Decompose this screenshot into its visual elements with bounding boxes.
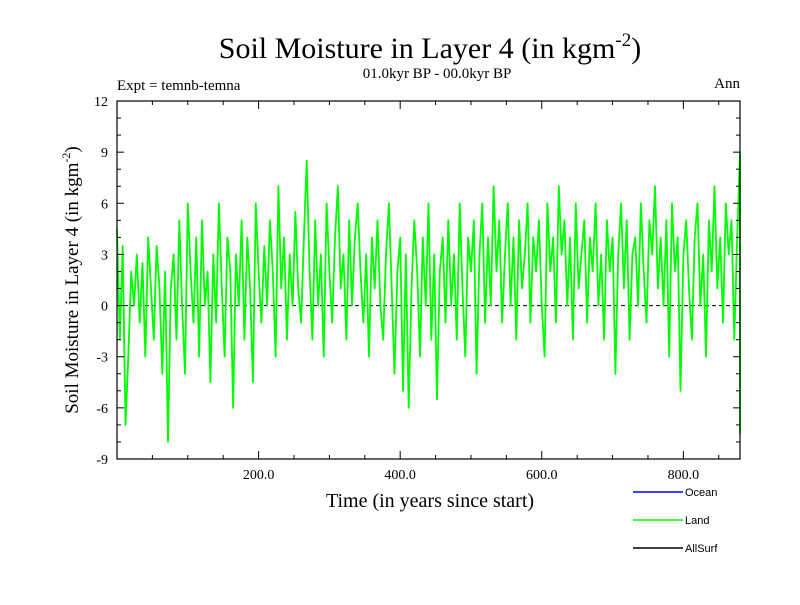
y-axis-label: Soil Moisture in Layer 4 (in kgm-2) <box>59 146 83 414</box>
legend-label-ocean: Ocean <box>685 487 717 499</box>
plot-frame <box>116 100 741 460</box>
legend-label-allsurf: AllSurf <box>685 543 718 555</box>
chart-title-close: ) <box>631 32 641 65</box>
series-line-land <box>116 151 741 443</box>
y-tick-label: 0 <box>101 300 108 315</box>
y-tick-label: -3 <box>96 351 108 366</box>
chart-title-main: Soil Moisture in Layer 4 (in kgm <box>219 32 616 65</box>
y-axis-label-main: Soil Moisture in Layer 4 (in kgm <box>62 162 83 413</box>
y-tick-label: -9 <box>96 453 108 468</box>
y-axis-label-close: ) <box>62 146 83 152</box>
chart-title-superscript: -2 <box>615 30 631 51</box>
x-tick-label: 600.0 <box>526 468 558 483</box>
chart-subtitle: 01.0kyr BP - 00.0kyr BP <box>363 66 512 82</box>
y-tick-label: 9 <box>101 146 108 161</box>
y-axis-label-superscript: -2 <box>59 153 73 163</box>
axes: -9 -6 -3 0 3 6 9 12 200.0 400.0 600.0 800.0 <box>94 95 741 483</box>
chart-title: Soil Moisture in Layer 4 (in kgm-2) <box>219 30 641 65</box>
experiment-label: Expt = temnb-temna <box>117 78 241 94</box>
x-axis-label: Time (in years since start) <box>326 490 534 512</box>
x-tick-label: 400.0 <box>384 468 416 483</box>
y-tick-label: 12 <box>94 95 108 110</box>
legend-label-land: Land <box>685 515 709 527</box>
y-tick-label: 6 <box>101 197 108 212</box>
y-tick-label: 3 <box>101 248 108 263</box>
plot-area <box>116 151 741 443</box>
legend: Ocean Land AllSurf <box>633 487 718 555</box>
x-tick-label: 200.0 <box>243 468 275 483</box>
season-label: Ann <box>714 76 740 92</box>
x-tick-label: 800.0 <box>668 468 700 483</box>
y-tick-label: -6 <box>96 402 108 417</box>
